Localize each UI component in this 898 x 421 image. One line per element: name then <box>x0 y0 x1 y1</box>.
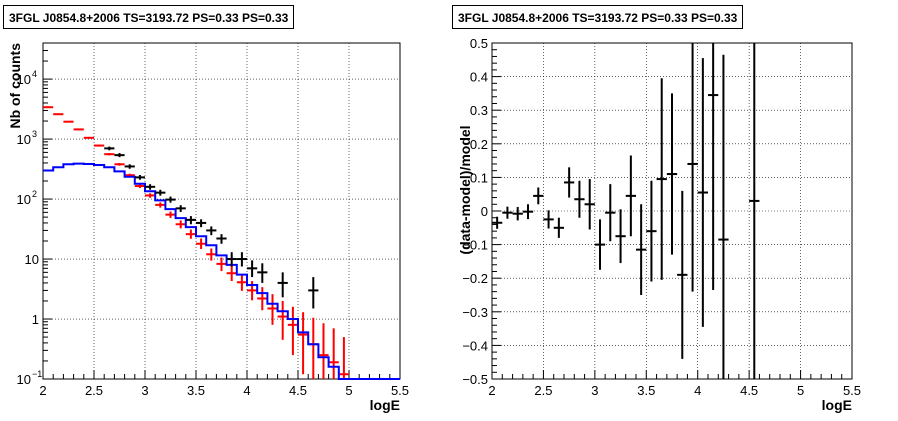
left-y-tick-label: 10 <box>17 192 31 207</box>
left-y-tick-exponent: −1 <box>32 369 42 379</box>
left-x-tick-label: 4.5 <box>289 383 307 398</box>
left-x-tick-label: 4 <box>243 383 250 398</box>
right-x-axis-label: logE <box>822 397 852 413</box>
right-x-tick-label: 3 <box>591 383 598 398</box>
model-step-line <box>43 162 400 380</box>
left-chart-title: 3FGL J0854.8+2006 TS=3193.72 PS=0.33 PS=… <box>3 5 295 29</box>
right-x-tick-label: 5.5 <box>843 383 861 398</box>
left-x-axis-label: logE <box>370 397 400 413</box>
left-y-tick-exponent: 3 <box>32 129 37 139</box>
left-x-tick-label: 2.5 <box>85 383 103 398</box>
right-y-tick-label: 0.2 <box>470 137 488 152</box>
right-chart-title: 3FGL J0854.8+2006 TS=3193.72 PS=0.33 PS=… <box>452 5 744 29</box>
right-y-tick-label: 0.5 <box>470 36 488 51</box>
left-x-tick-label: 3.5 <box>187 383 205 398</box>
left-x-tick-label: 2 <box>39 383 46 398</box>
left-y-axis-label: Nb of counts <box>7 43 23 129</box>
right-x-tick-label: 5 <box>797 383 804 398</box>
left-y-tick-label: 10 <box>17 72 31 87</box>
left-y-tick-exponent: 4 <box>32 69 37 79</box>
right-y-tick-label: −0.1 <box>462 238 488 253</box>
left-x-tick-label: 5 <box>345 383 352 398</box>
left-y-tick-label: 10 <box>17 132 31 147</box>
right-y-tick-label: −0.4 <box>462 338 488 353</box>
right-y-tick-label: 0.3 <box>470 103 488 118</box>
left-y-tick-label: 10 <box>17 372 31 387</box>
right-x-tick-label: 3.5 <box>637 383 655 398</box>
right-x-tick-label: 4.5 <box>740 383 758 398</box>
right-y-axis-label: (data-model)/model <box>457 125 473 254</box>
left-x-tick-label: 5.5 <box>391 383 409 398</box>
right-y-tick-label: 0.4 <box>470 70 488 85</box>
right-y-tick-label: −0.2 <box>462 271 488 286</box>
right-y-tick-label: 0.1 <box>470 170 488 185</box>
right-x-tick-label: 2 <box>488 383 495 398</box>
left-x-tick-label: 3 <box>141 383 148 398</box>
left-y-tick-exponent: 2 <box>32 189 37 199</box>
right-x-tick-label: 4 <box>694 383 701 398</box>
right-x-tick-label: 2.5 <box>534 383 552 398</box>
right-y-tick-label: 0 <box>481 204 488 219</box>
left-plot-frame <box>42 42 401 380</box>
left-y-tick-label: 10 <box>25 252 39 267</box>
right-y-tick-label: −0.3 <box>462 305 488 320</box>
right-y-tick-label: −0.5 <box>462 372 488 387</box>
left-y-tick-label: 1 <box>32 312 39 327</box>
